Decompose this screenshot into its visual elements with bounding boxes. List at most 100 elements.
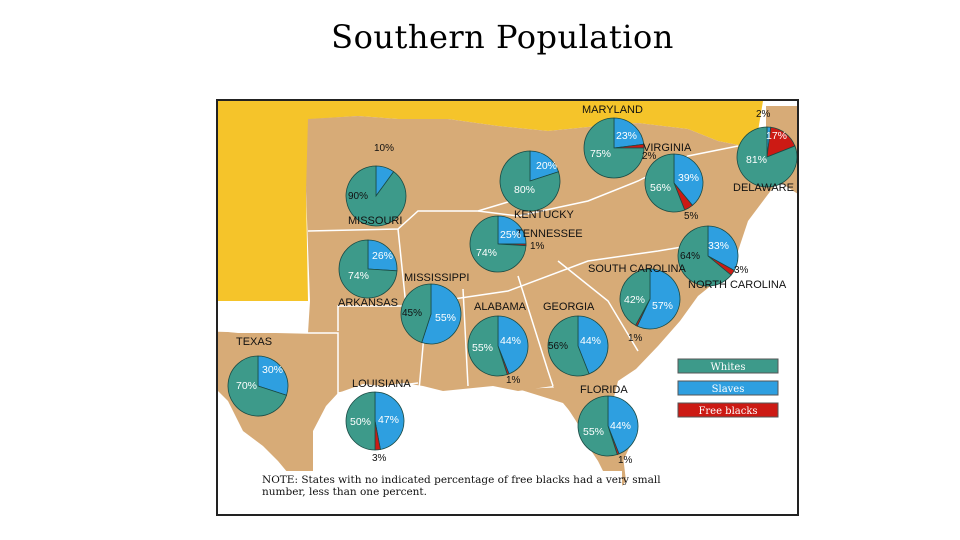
pct-label-florida-whites: 55%	[583, 426, 604, 438]
state-label-arkansas: ARKANSAS	[338, 297, 398, 309]
legend-label-whites: Whites	[711, 362, 746, 373]
legend-swatch-slaves	[677, 380, 779, 396]
pie-slice-mississippi-whites	[400, 283, 432, 344]
pie-slice-arkansas-slaves	[367, 239, 398, 272]
pct-label-delaware-free-blacks: 17%	[766, 130, 787, 142]
pie-mississippi: MISSISSIPPI 45% 55%	[400, 272, 469, 345]
pie-virginia: VIRGINIA 56% 39% 5%	[643, 142, 704, 222]
pct-label-texas-whites: 70%	[236, 380, 257, 392]
pie-charts-layer: MARYLAND75%23%2%VIRGINIA56%39%5%DELAWARE…	[227, 104, 797, 466]
pct-label-arkansas-whites: 74%	[348, 270, 369, 282]
pct-label-mississippi-whites: 45%	[402, 308, 422, 319]
pie-slice-kentucky-whites	[499, 150, 561, 212]
pct-label-kentucky-whites: 80%	[514, 184, 535, 196]
legend-label-free-blacks: Free blacks	[698, 406, 757, 417]
pct-label-missouri-slaves: 10%	[374, 143, 394, 154]
pct-label-tennessee-free-blacks: 1%	[530, 241, 545, 252]
pie-missouri: MISSOURI 90% 10%	[345, 143, 407, 227]
pie-delaware: DELAWARE 81% 2% 17%	[733, 109, 797, 194]
pct-label-alabama-slaves: 44%	[500, 335, 521, 347]
pct-label-kentucky-slaves: 20%	[536, 160, 557, 172]
pct-label-south-carolina-free-blacks: 1%	[628, 333, 643, 344]
pct-label-north-carolina-free-blacks: 3%	[734, 265, 749, 276]
pie-slice-virginia-slaves	[673, 153, 704, 206]
state-label-georgia: GEORGIA	[543, 301, 595, 313]
pct-label-maryland-whites: 75%	[590, 148, 611, 160]
pie-georgia: GEORGIA 56% 44%	[543, 301, 609, 377]
pie-slice-virginia-whites	[644, 153, 686, 213]
pie-north-carolina: NORTH CAROLINA 64% 33% 3%	[677, 225, 787, 291]
pie-slice-tennessee-whites	[469, 215, 527, 273]
state-label-louisiana: LOUISIANA	[352, 378, 411, 390]
legend-label-slaves: Slaves	[712, 384, 745, 395]
pie-louisiana: LOUISIANA 50% 47% 3%	[345, 378, 411, 464]
pie-slice-delaware-whites	[736, 126, 797, 188]
pie-slice-maryland-whites	[583, 117, 645, 179]
pie-arkansas: ARKANSAS 74%26%	[338, 239, 398, 309]
pct-label-louisiana-whites: 50%	[350, 416, 371, 428]
pct-label-south-carolina-slaves: 57%	[652, 300, 673, 312]
state-label-delaware: DELAWARE	[733, 182, 794, 194]
legend-item-free-blacks: Free blacks	[677, 402, 779, 418]
page-title: Southern Population	[331, 18, 674, 56]
pie-slice-missouri-whites	[345, 165, 407, 227]
pie-slice-alabama-slaves	[497, 315, 529, 375]
pct-label-delaware-whites: 81%	[746, 154, 767, 166]
pct-label-louisiana-free-blacks: 3%	[372, 453, 387, 464]
state-label-tennessee: TENNESSEE	[516, 228, 583, 240]
population-map: Whites Slaves Free blacks NOTE: States w…	[218, 101, 797, 514]
pie-slice-florida-whites	[577, 395, 618, 457]
pct-label-virginia-whites: 56%	[650, 182, 671, 194]
legend: Whites Slaves Free blacks	[677, 358, 779, 418]
pie-slice-north-carolina-whites	[677, 225, 732, 287]
pct-label-louisiana-slaves: 47%	[378, 414, 399, 426]
pie-slice-louisiana-whites	[345, 391, 376, 451]
pie-slice-arkansas-whites	[338, 239, 398, 299]
pct-label-alabama-free-blacks: 1%	[506, 375, 521, 386]
pie-slice-mississippi-slaves	[421, 283, 462, 345]
pie-slice-texas-slaves	[257, 355, 289, 396]
map-frame: Whites Slaves Free blacks NOTE: States w…	[216, 99, 799, 516]
northern-territory	[218, 101, 763, 301]
pct-label-tennessee-slaves: 25%	[500, 229, 521, 241]
pct-label-florida-slaves: 44%	[610, 420, 631, 432]
note-line-1: NOTE: States with no indicated percentag…	[262, 474, 661, 486]
note-box	[260, 471, 622, 509]
pie-slice-georgia-slaves	[577, 315, 609, 375]
pct-label-georgia-whites: 56%	[548, 341, 568, 352]
pct-label-georgia-slaves: 44%	[580, 335, 601, 347]
pct-label-missouri-whites: 90%	[348, 191, 368, 202]
pct-label-north-carolina-slaves: 33%	[708, 240, 729, 252]
pie-slice-louisiana-slaves	[374, 391, 405, 450]
pie-slice-maryland-slaves	[613, 117, 645, 149]
state-label-north-carolina: NORTH CAROLINA	[688, 279, 787, 291]
pct-label-south-carolina-whites: 42%	[624, 294, 645, 306]
pie-maryland: MARYLAND 75% 23% 2%	[582, 104, 657, 179]
state-label-missouri: MISSOURI	[348, 215, 402, 227]
pie-kentucky: KENTUCKY 80%20%	[499, 150, 575, 221]
state-borders	[218, 145, 739, 402]
state-label-mississippi: MISSISSIPPI	[404, 272, 469, 284]
pie-florida: FLORIDA 55% 44% 1%	[577, 384, 639, 466]
legend-swatch-whites	[677, 358, 779, 374]
pct-label-mississippi-slaves: 55%	[435, 312, 456, 324]
legend-item-whites: Whites	[677, 358, 779, 374]
pct-label-delaware-slaves: 2%	[756, 109, 771, 120]
pct-label-virginia-free-blacks: 5%	[684, 211, 699, 222]
legend-item-slaves: Slaves	[677, 380, 779, 396]
state-label-florida: FLORIDA	[580, 384, 628, 396]
state-label-maryland: MARYLAND	[582, 104, 643, 116]
pct-label-alabama-whites: 55%	[472, 342, 493, 354]
note-line-2: number, less than one percent.	[262, 486, 427, 498]
pie-slice-georgia-whites	[547, 315, 590, 377]
pie-slice-kentucky-slaves	[529, 150, 560, 182]
state-label-south-carolina: SOUTH CAROLINA	[588, 263, 686, 275]
pct-label-arkansas-slaves: 26%	[372, 250, 393, 262]
pct-label-florida-free-blacks: 1%	[618, 455, 633, 466]
pie-texas: TEXAS 70% 30%	[227, 336, 289, 417]
state-label-kentucky: KENTUCKY	[514, 209, 575, 221]
state-label-virginia: VIRGINIA	[643, 142, 692, 154]
state-label-alabama: ALABAMA	[474, 301, 527, 313]
pct-label-texas-slaves: 30%	[262, 364, 283, 376]
pie-alabama: ALABAMA 55% 44% 1%	[467, 301, 529, 386]
